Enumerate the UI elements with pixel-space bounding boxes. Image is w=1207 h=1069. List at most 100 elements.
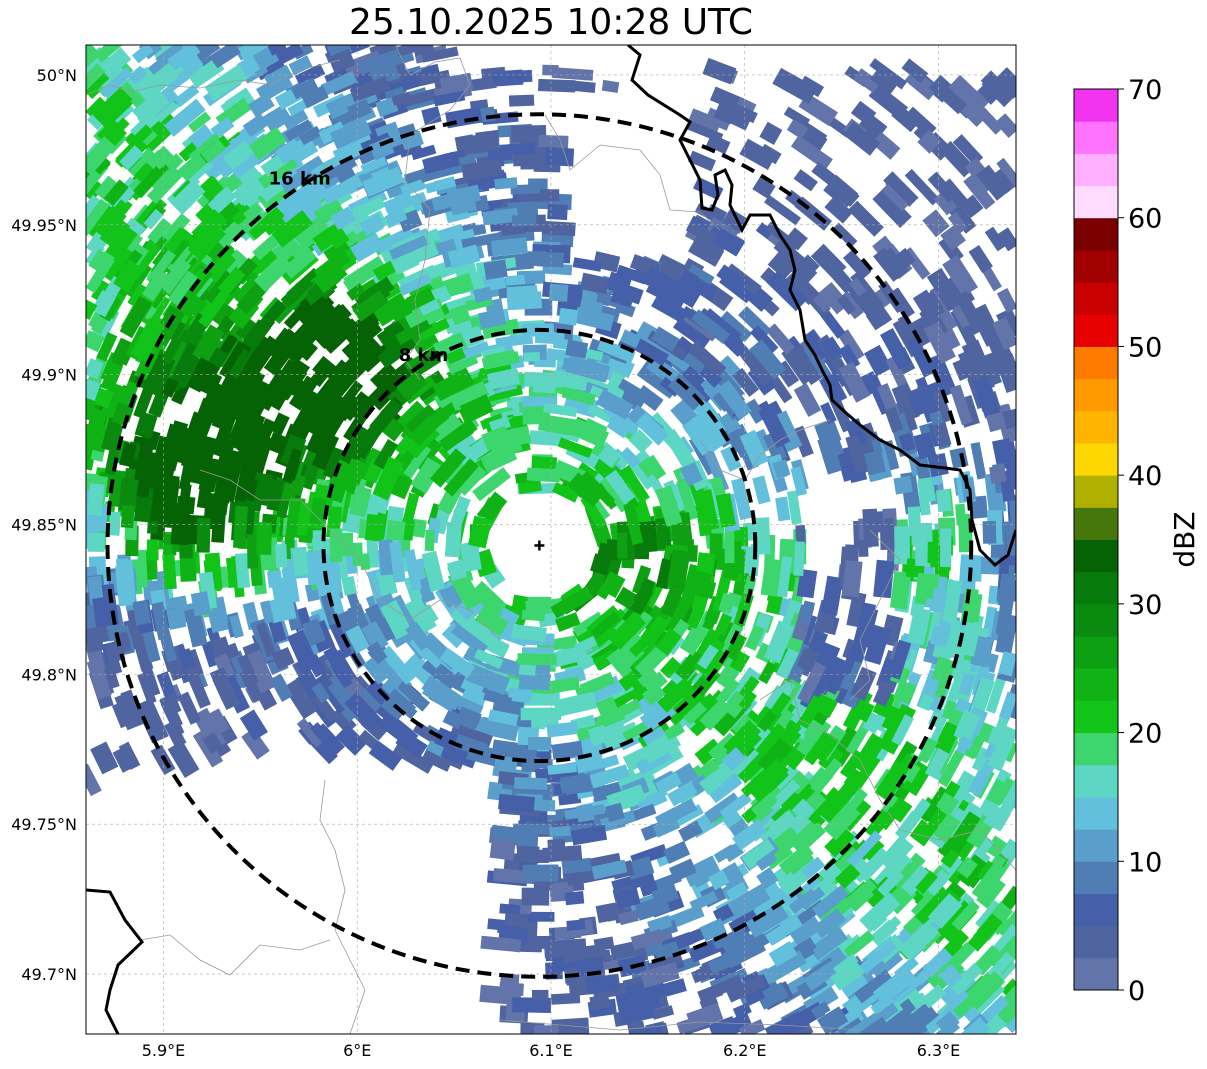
echo-gate: [288, 375, 319, 411]
echo-gate: [999, 772, 1016, 814]
echo-gate: [208, 347, 228, 368]
echo-gate: [672, 314, 713, 350]
echo-gate: [775, 647, 800, 680]
echo-gate: [280, 275, 314, 308]
echo-gate: [706, 224, 745, 257]
echo-gate: [797, 690, 831, 732]
echo-gate: [92, 596, 114, 628]
echo-gate: [747, 838, 775, 864]
echo-gate: [375, 96, 399, 118]
echo-gate: [697, 644, 719, 670]
echo-gate: [845, 434, 868, 473]
echo-gate: [410, 144, 437, 161]
echo-gate: [857, 847, 891, 882]
echo-gate: [610, 285, 636, 308]
echo-gate: [155, 45, 188, 68]
echo-gate: [516, 845, 540, 864]
echo-gate: [644, 736, 682, 764]
echo-gate: [848, 878, 877, 907]
echo-gate: [881, 1018, 910, 1034]
echo-gate: [955, 503, 967, 526]
echo-gate: [715, 663, 740, 690]
echo-gate: [564, 804, 606, 821]
echo-gate: [893, 475, 913, 495]
echo-gate: [94, 45, 132, 63]
echo-gate: [565, 339, 589, 359]
echo-gate: [86, 378, 101, 401]
echo-gate: [329, 117, 373, 150]
echo-gate: [982, 1012, 1008, 1034]
echo-gate: [86, 330, 105, 353]
echo-gate: [686, 1002, 724, 1031]
echo-gate: [546, 721, 579, 738]
echo-gate: [914, 572, 930, 605]
echo-gate: [380, 599, 413, 640]
echo-gate: [752, 176, 776, 199]
echo-gate: [385, 520, 406, 542]
echo-gate: [146, 166, 184, 205]
echo-gate: [403, 652, 438, 686]
range-ring-8km: [321, 327, 758, 764]
echo-gate: [301, 618, 326, 647]
echo-gate: [311, 432, 340, 471]
echo-gate: [798, 886, 826, 911]
echo-gate: [723, 719, 762, 758]
echo-gate: [461, 685, 489, 707]
echo-gate: [847, 787, 868, 810]
echo-gate: [837, 329, 865, 362]
echo-gate: [456, 436, 493, 468]
echo-gate: [344, 424, 372, 458]
echo-gate: [714, 613, 733, 636]
colorbar: 0 10 20 30 40 50 60 70 dBZ: [1073, 75, 1201, 1007]
echo-gate: [294, 181, 328, 212]
plot-frame: [85, 44, 1017, 1035]
colorbar-tick-label: 10: [1128, 847, 1162, 878]
echo-gate: [345, 625, 370, 654]
echo-gate: [532, 989, 549, 1001]
colorbar-bin: [1074, 925, 1118, 959]
echo-gate: [781, 347, 812, 386]
echo-gate: [550, 992, 581, 1005]
echo-gate: [721, 809, 743, 829]
echo-gate: [628, 637, 650, 658]
echo-gate: [637, 457, 658, 478]
echo-gate: [523, 352, 540, 362]
echo-gate: [872, 187, 912, 228]
echo-gate: [352, 396, 376, 423]
echo-gate: [310, 722, 330, 743]
echo-gate: [818, 749, 841, 772]
echo-gate: [186, 357, 215, 393]
echo-gate: [595, 389, 634, 420]
echo-gate: [205, 250, 237, 283]
y-tick-label: 49.8°N: [21, 665, 77, 684]
echo-gate: [606, 413, 633, 439]
echo-gate: [810, 757, 843, 795]
echo-gate: [759, 405, 791, 448]
echo-gate: [391, 91, 412, 106]
echo-gate: [127, 65, 148, 85]
echo-gate: [500, 223, 526, 236]
echo-gate: [891, 714, 914, 746]
echo-gate: [132, 160, 170, 199]
echo-gate: [372, 296, 408, 327]
regional-border: [699, 419, 831, 481]
echo-gate: [91, 289, 117, 318]
echo-gate: [344, 692, 384, 732]
echo-gate: [732, 1002, 752, 1019]
echo-gate: [210, 414, 236, 458]
echo-gate: [446, 184, 481, 207]
colorbar-bin: [1074, 153, 1118, 187]
y-tick-label: 49.95°N: [11, 216, 77, 235]
echo-gate: [111, 337, 137, 366]
echo-gate: [86, 45, 101, 69]
echo-gate: [290, 77, 319, 100]
echo-gate: [282, 108, 309, 131]
echo-gate: [600, 571, 626, 598]
echo-gate: [305, 550, 326, 585]
echo-gate: [755, 517, 771, 555]
echo-gate: [269, 673, 294, 702]
echo-gate: [980, 556, 999, 575]
colorbar-tick-label: 50: [1128, 332, 1162, 363]
echo-gate: [744, 624, 765, 651]
echo-gate: [869, 58, 908, 90]
